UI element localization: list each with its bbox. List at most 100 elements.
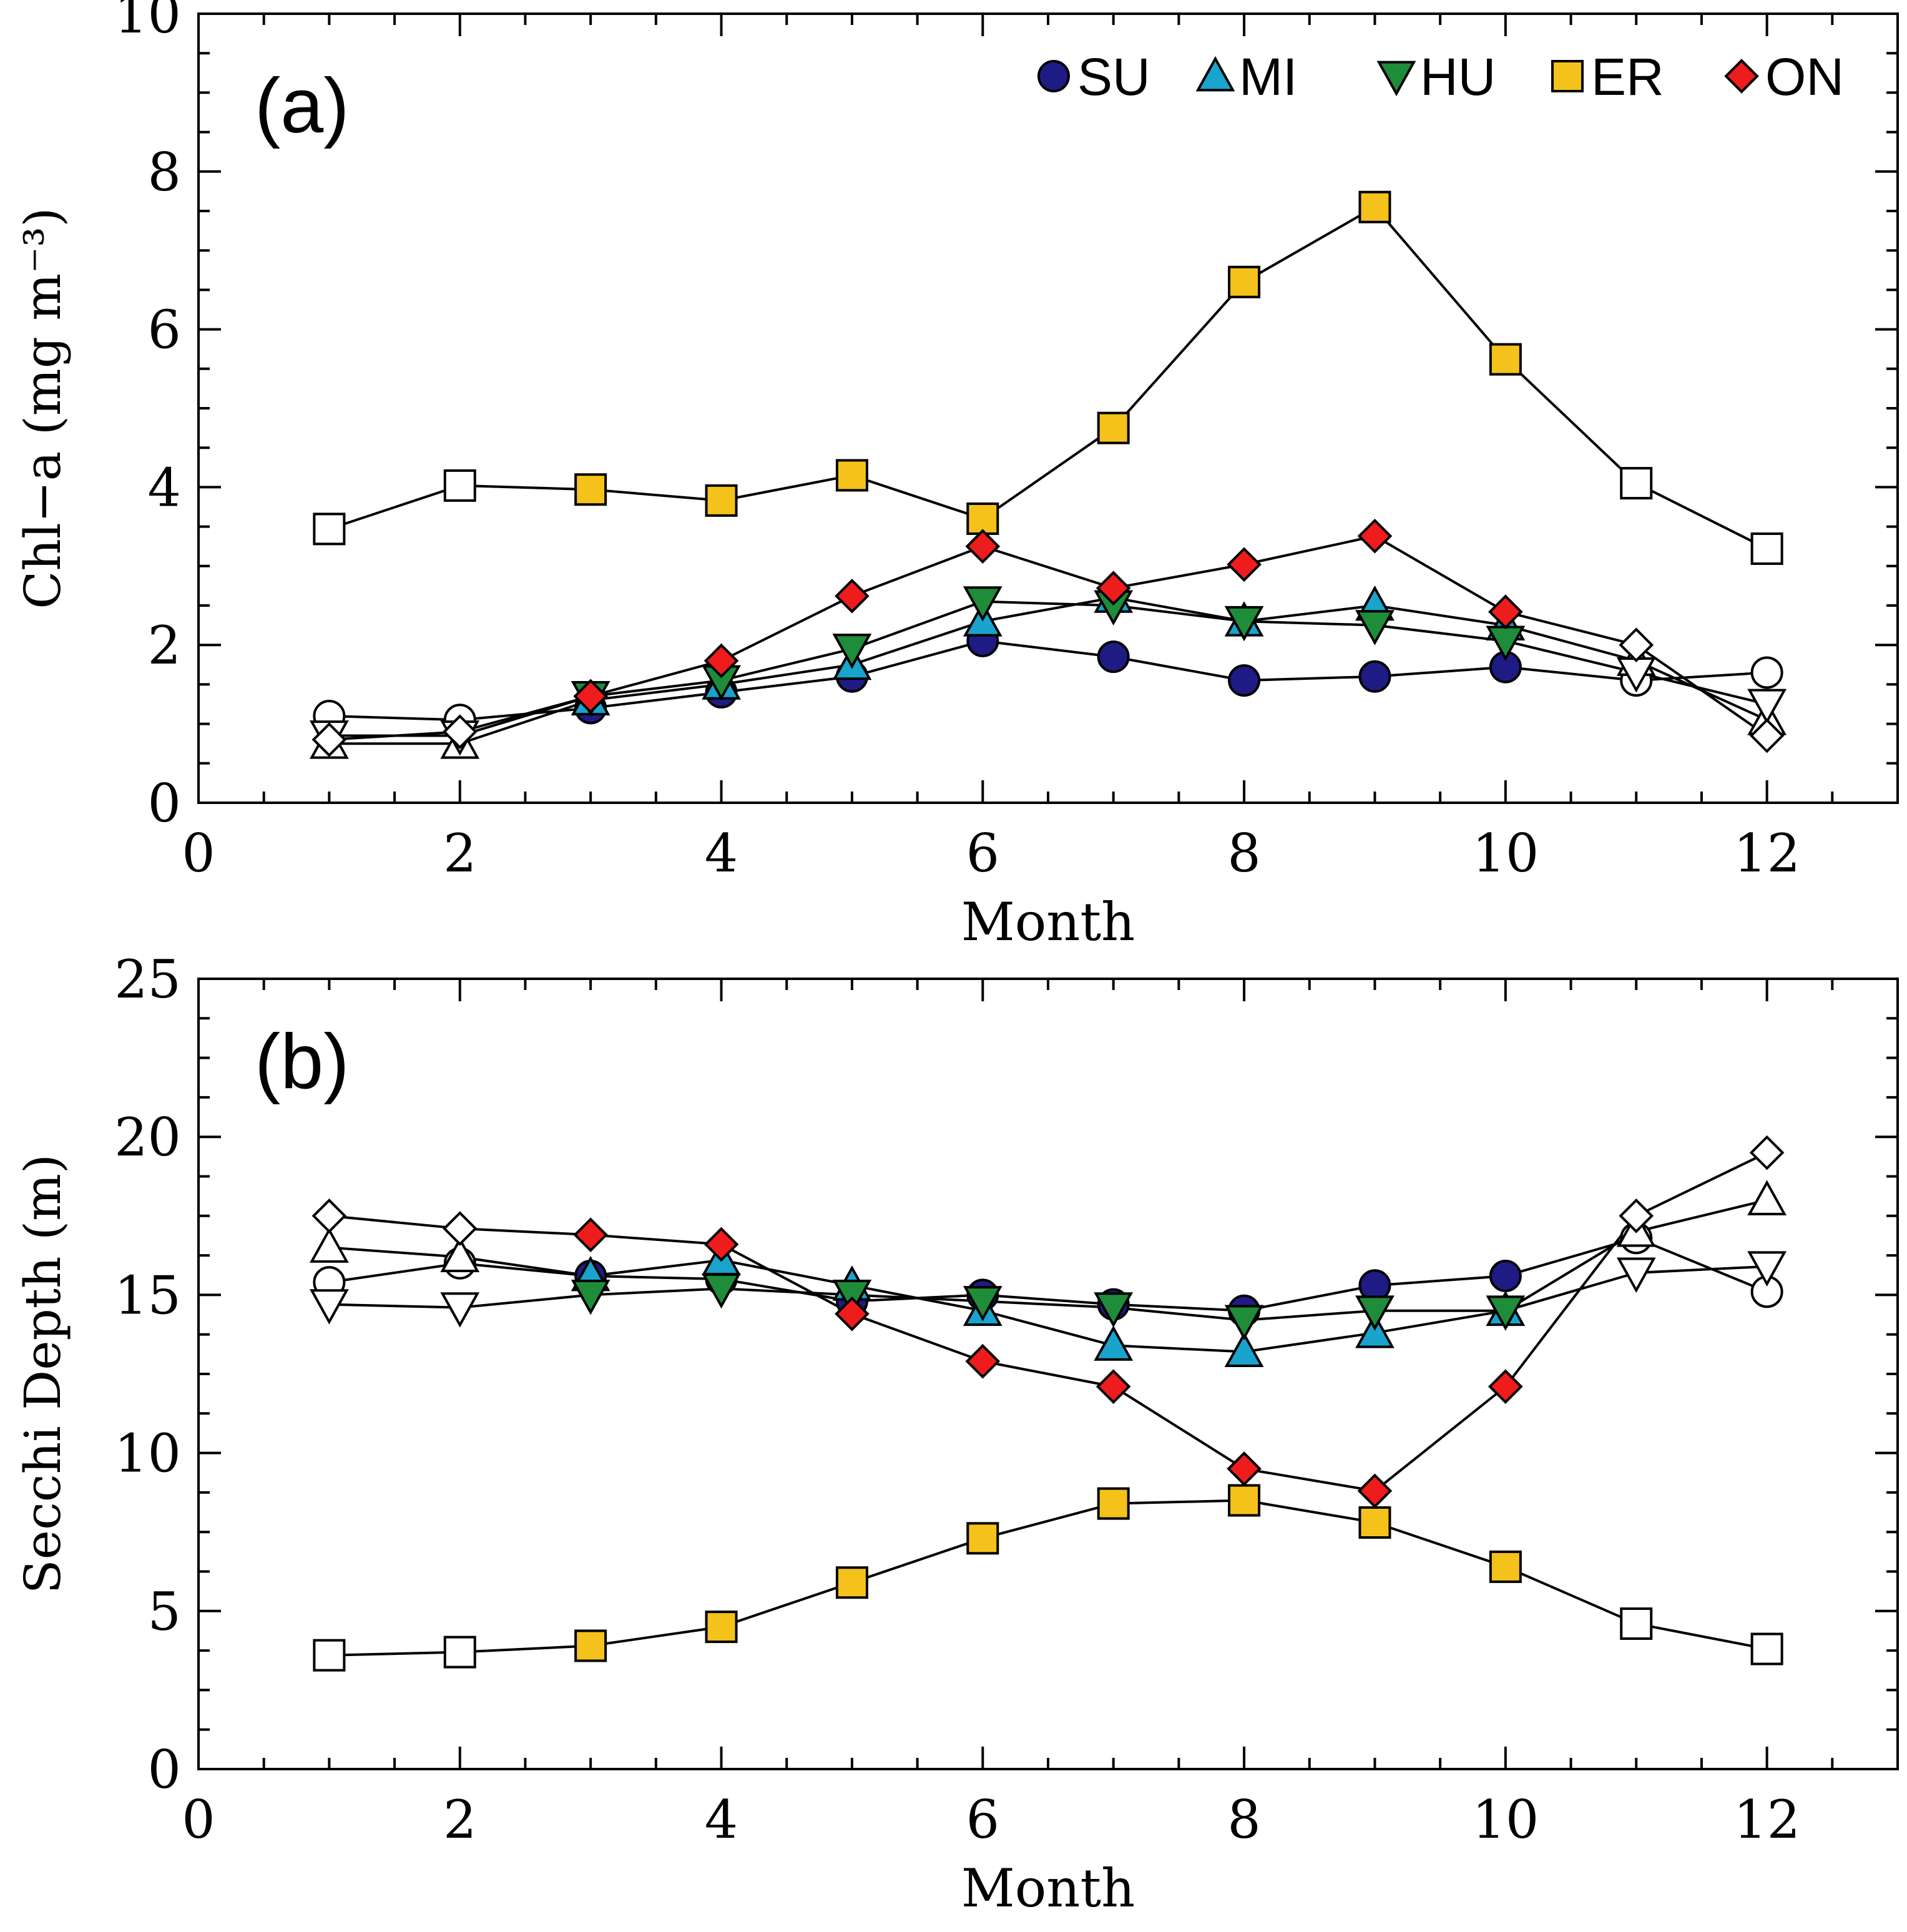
er-point bbox=[1358, 190, 1391, 223]
x-tick-label: 6 bbox=[966, 1789, 999, 1850]
er-point bbox=[313, 1639, 346, 1672]
on-point bbox=[1488, 1369, 1523, 1405]
panel-b-series-lines bbox=[329, 1151, 1768, 1657]
hu-point bbox=[963, 1286, 1003, 1322]
er-point bbox=[835, 459, 868, 492]
mi-point bbox=[1094, 1325, 1134, 1361]
legend-item-on: ON bbox=[1724, 47, 1844, 106]
on-point bbox=[442, 714, 478, 750]
on-point bbox=[835, 1296, 870, 1331]
y-tick-label: 10 bbox=[114, 0, 181, 45]
legend-marker-mi bbox=[1195, 56, 1235, 92]
legend-item-hu: HU bbox=[1376, 47, 1496, 106]
er-point bbox=[1620, 1607, 1653, 1640]
hu-point bbox=[571, 1280, 610, 1315]
on-point bbox=[1227, 547, 1262, 582]
er-point bbox=[574, 473, 607, 506]
er-series-line bbox=[328, 205, 1768, 550]
on-point bbox=[1619, 627, 1654, 663]
er-point bbox=[443, 469, 476, 502]
su-point bbox=[1750, 656, 1783, 689]
y-tick-label: 2 bbox=[148, 615, 181, 676]
x-tick-label: 10 bbox=[1472, 823, 1539, 884]
y-tick-label: 6 bbox=[148, 300, 181, 361]
er-point bbox=[1750, 532, 1783, 565]
su-series-line bbox=[329, 639, 1767, 722]
x-tick-label: 8 bbox=[1227, 823, 1260, 884]
legend-item-mi: MI bbox=[1195, 47, 1297, 106]
x-tick-label: 12 bbox=[1733, 823, 1800, 884]
er-point bbox=[1228, 1484, 1261, 1517]
er-point bbox=[705, 1611, 738, 1644]
panel-b-x-tick-labels: 0 2 4 6 8 10 12 bbox=[182, 1789, 1800, 1850]
y-tick-label: 5 bbox=[148, 1581, 181, 1642]
legend-item-su: SU bbox=[1037, 47, 1150, 106]
y-tick-label: 4 bbox=[148, 457, 181, 518]
hu-point bbox=[832, 634, 872, 669]
x-tick-label: 0 bbox=[182, 823, 215, 884]
mi-series-line bbox=[329, 1199, 1768, 1353]
on-point bbox=[1749, 718, 1785, 753]
er-point bbox=[574, 1629, 607, 1662]
hu-point bbox=[440, 1292, 480, 1328]
panel-b-plot-frame bbox=[197, 978, 1899, 1770]
er-point bbox=[443, 1635, 476, 1669]
hu-point bbox=[1224, 1305, 1264, 1341]
panel-b-x-axis-label: Month bbox=[961, 1858, 1135, 1919]
y-tick-label: 0 bbox=[148, 1739, 181, 1800]
panel-a-markers bbox=[309, 190, 1787, 759]
on-point bbox=[1619, 1198, 1654, 1233]
legend-label-hu: HU bbox=[1420, 47, 1496, 106]
on-point bbox=[311, 722, 347, 757]
hu-point bbox=[1616, 1257, 1656, 1293]
er-point bbox=[1489, 1550, 1522, 1583]
panel-b-secchi-depth: 0 2 4 6 8 10 12 0 5 10 15 20 25 Month Secchi Depth … bbox=[14, 949, 1899, 1919]
on-point bbox=[703, 1227, 739, 1262]
on-point bbox=[1488, 594, 1523, 629]
er-point bbox=[1228, 265, 1261, 298]
x-tick-label: 10 bbox=[1472, 1789, 1539, 1850]
panel-a-y-axis-label: Chl−a (mg m⁻³) bbox=[14, 207, 72, 609]
panel-b-label: (b) bbox=[255, 1019, 350, 1105]
panel-a-x-axis-label: Month bbox=[961, 891, 1135, 953]
su-point bbox=[1489, 1260, 1522, 1293]
hu-point bbox=[1224, 606, 1264, 642]
y-tick-label: 15 bbox=[114, 1265, 181, 1326]
er-point bbox=[835, 1566, 868, 1599]
x-tick-label: 12 bbox=[1733, 1789, 1800, 1850]
legend-label-er: ER bbox=[1591, 47, 1664, 106]
on-point bbox=[573, 1217, 608, 1253]
su-point bbox=[1228, 664, 1261, 697]
y-tick-label: 25 bbox=[114, 949, 181, 1010]
x-tick-label: 4 bbox=[705, 1789, 738, 1850]
on-point bbox=[703, 643, 739, 679]
mi-series-line bbox=[329, 596, 1768, 745]
on-series-line bbox=[329, 534, 1768, 741]
panel-b-y-axis-label: Secchi Depth (m) bbox=[14, 1154, 72, 1594]
er-point bbox=[705, 484, 738, 517]
x-tick-label: 2 bbox=[443, 823, 476, 884]
mi-point bbox=[1224, 1331, 1264, 1367]
x-tick-label: 6 bbox=[966, 823, 999, 884]
er-point bbox=[1358, 1506, 1391, 1539]
panel-b-markers bbox=[309, 1135, 1787, 1672]
er-point bbox=[966, 1522, 999, 1555]
on-point bbox=[965, 1343, 1001, 1379]
legend-label-su: SU bbox=[1077, 47, 1150, 106]
on-point bbox=[1357, 1473, 1393, 1509]
panel-b-y-tick-labels: 0 5 10 15 20 25 bbox=[114, 949, 181, 1800]
hu-point bbox=[1747, 689, 1787, 725]
su-point bbox=[1358, 660, 1391, 693]
on-point bbox=[1096, 1369, 1131, 1405]
on-point bbox=[835, 579, 870, 614]
hu-point bbox=[1094, 1292, 1134, 1328]
y-tick-label: 0 bbox=[148, 773, 181, 834]
hu-point bbox=[1355, 1295, 1395, 1331]
mi-point bbox=[309, 1227, 349, 1263]
er-point bbox=[966, 502, 999, 535]
x-tick-label: 4 bbox=[705, 823, 738, 884]
hu-point bbox=[1355, 610, 1395, 645]
er-point bbox=[313, 512, 346, 546]
legend-marker-er bbox=[1551, 60, 1584, 92]
legend-marker-on bbox=[1724, 59, 1759, 94]
